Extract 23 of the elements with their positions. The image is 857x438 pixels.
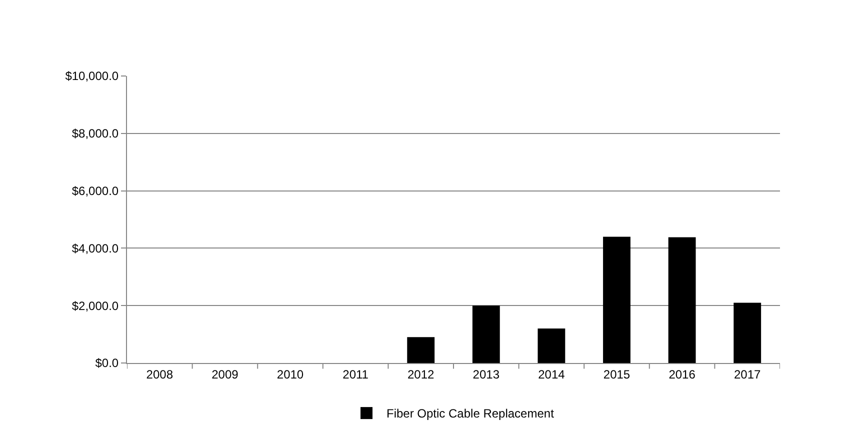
- y-tick-label: $6,000.0: [72, 184, 119, 198]
- x-tick-label: 2016: [668, 367, 696, 382]
- x-tick-label: 2010: [276, 367, 304, 382]
- y-tick-label: $4,000.0: [72, 241, 119, 256]
- legend-label: Fiber Optic Cable Replacement: [386, 406, 555, 421]
- y-tick-label: $0.0: [95, 356, 119, 370]
- bar: [603, 236, 630, 363]
- x-tick-label: 2012: [408, 367, 435, 382]
- bar: [407, 337, 435, 363]
- bar: [538, 328, 566, 363]
- x-tick-label: 2017: [734, 367, 762, 382]
- bar: [472, 306, 500, 363]
- bar: [668, 237, 696, 363]
- bar: [734, 302, 762, 363]
- y-tick-label: $10,000.0: [65, 69, 119, 84]
- x-tick-label: 2011: [342, 367, 369, 382]
- x-tick-label: 2015: [603, 367, 630, 382]
- x-tick-label: 2008: [146, 367, 174, 382]
- x-tick-label: 2014: [538, 367, 566, 382]
- x-tick-label: 2009: [212, 367, 239, 382]
- x-tick-label: 2013: [472, 367, 500, 382]
- y-tick-label: $8,000.0: [72, 126, 119, 141]
- y-tick-label: $2,000.0: [72, 298, 119, 313]
